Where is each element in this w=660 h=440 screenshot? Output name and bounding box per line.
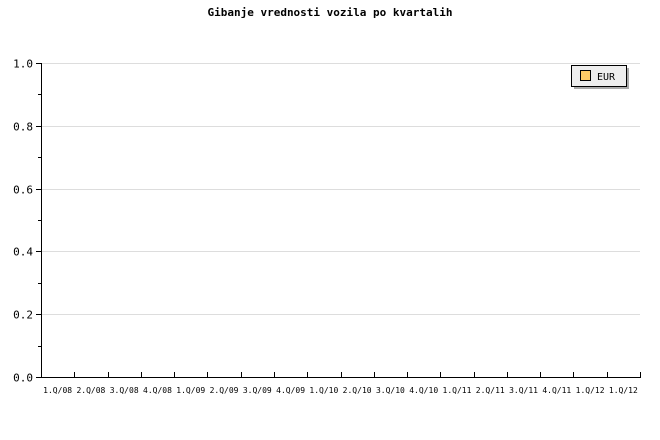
x-tick-label: 2.Q/08 [76, 386, 105, 395]
x-tick-label: 1.Q/10 [309, 386, 338, 395]
x-tick-label: 2.Q/09 [210, 386, 239, 395]
y-tick-label: 0.2 [13, 309, 33, 322]
x-tick-label: 3.Q/11 [509, 386, 538, 395]
x-tick-label: 4.Q/11 [542, 386, 571, 395]
x-tick-label: 3.Q/08 [110, 386, 139, 395]
y-tick-label: 0.6 [13, 184, 33, 197]
legend-swatch-eur [580, 70, 591, 81]
y-tick-label: 0.8 [13, 121, 33, 134]
x-tick-label: 4.Q/08 [143, 386, 172, 395]
x-tick-label: 1.Q/09 [176, 386, 205, 395]
x-tick-label: 2.Q/11 [476, 386, 505, 395]
y-tick-label: 1.0 [13, 58, 33, 71]
x-tick-label: 1.Q/08 [43, 386, 72, 395]
x-tick-label: 1.Q/12 [609, 386, 638, 395]
x-tick-label: 4.Q/09 [276, 386, 305, 395]
x-tick-label: 3.Q/09 [243, 386, 272, 395]
x-tick-label: 1.Q/11 [443, 386, 472, 395]
x-tick-label: 2.Q/10 [343, 386, 372, 395]
legend-label-eur: EUR [597, 72, 616, 83]
x-tick-label: 3.Q/10 [376, 386, 405, 395]
x-tick-label: 4.Q/10 [409, 386, 438, 395]
x-tick-label: 1.Q/12 [576, 386, 605, 395]
chart-title: Gibanje vrednosti vozila po kvartalih [207, 6, 452, 19]
y-tick-label: 0.4 [13, 246, 33, 259]
legend: EUR [571, 65, 629, 89]
y-tick-label: 0.0 [13, 372, 33, 385]
